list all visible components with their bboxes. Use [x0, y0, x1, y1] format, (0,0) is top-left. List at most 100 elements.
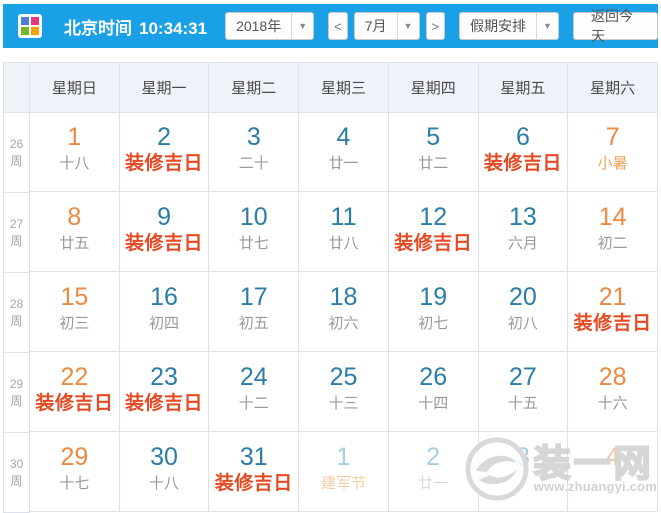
year-select[interactable]: 2018年 ▼	[225, 12, 315, 40]
day-number: 3	[246, 123, 261, 151]
day-lunar-label: 十七	[59, 475, 90, 492]
chevron-down-icon[interactable]: ▼	[396, 13, 419, 39]
weekday-header-wednesday: 星期三	[299, 63, 389, 113]
day-number: 1	[67, 123, 82, 151]
day-number: 28	[598, 363, 627, 391]
day-cell[interactable]: 17 初五	[209, 273, 300, 352]
day-lunar-label: 装修吉日	[214, 473, 293, 494]
day-number: 3	[515, 443, 530, 471]
day-cell[interactable]: 15 初三	[30, 273, 120, 352]
day-lunar-label: 二十	[238, 155, 269, 172]
day-number: 18	[329, 283, 358, 311]
day-cell[interactable]: 6 装修吉日	[478, 113, 569, 192]
day-number: 2	[157, 123, 172, 151]
back-to-today-button[interactable]: 返回今天	[573, 8, 658, 44]
day-number: 14	[598, 203, 627, 231]
day-cell[interactable]: 24 十二	[209, 353, 300, 432]
day-number: 11	[330, 203, 357, 231]
day-cell[interactable]: 18 初六	[299, 273, 389, 352]
day-lunar-label: 十六	[597, 395, 628, 412]
day-lunar-label: 装修吉日	[394, 233, 473, 254]
day-cell[interactable]: 4	[568, 433, 658, 512]
day-lunar-label: 装修吉日	[125, 153, 204, 174]
day-number: 23	[150, 363, 178, 391]
weekday-header-sunday: 星期日	[30, 63, 120, 113]
day-cell[interactable]: 12 装修吉日	[388, 193, 479, 272]
day-number: 27	[509, 363, 537, 391]
day-cell[interactable]: 22 装修吉日	[30, 353, 120, 432]
day-lunar-label: 初七	[418, 315, 449, 332]
week-number: 26 周	[4, 113, 30, 193]
month-select-value: 7月	[364, 18, 387, 34]
week-number: 27 周	[4, 193, 30, 273]
day-lunar-label: 建军节	[320, 475, 366, 492]
day-number: 10	[239, 203, 268, 231]
day-cell[interactable]: 1 十八	[30, 113, 120, 192]
day-number: 4	[605, 443, 620, 471]
top-bar: 北京时间 10:34:31 2018年 ▼ < 7月 ▼ > 假期安排 ▼ 返回今…	[3, 4, 658, 48]
day-number: 1	[336, 443, 351, 471]
day-number: 19	[419, 283, 448, 311]
day-cell[interactable]: 7 小暑	[568, 113, 658, 192]
day-cell[interactable]: 2 廿一	[388, 433, 479, 512]
day-cell[interactable]: 23 装修吉日	[119, 353, 210, 432]
day-cell[interactable]: 26 十四	[388, 353, 479, 432]
day-number: 31	[239, 443, 268, 471]
chevron-left-icon: <	[334, 18, 342, 34]
back-to-today-label: 返回今天	[591, 8, 634, 44]
day-lunar-label: 初二	[597, 235, 628, 252]
day-cell[interactable]: 2 装修吉日	[119, 113, 210, 192]
day-number: 9	[157, 203, 172, 231]
day-cell[interactable]: 10 廿七	[209, 193, 300, 272]
day-lunar-label: 小暑	[597, 155, 628, 172]
chevron-down-icon[interactable]: ▼	[291, 13, 313, 39]
day-cell[interactable]: 4 廿一	[299, 113, 389, 192]
day-cell[interactable]: 27 十五	[478, 353, 569, 432]
day-cell[interactable]: 25 十三	[299, 353, 389, 432]
day-cell[interactable]: 31 装修吉日	[209, 433, 300, 512]
day-lunar-label: 廿七	[238, 235, 269, 252]
day-number: 25	[329, 363, 358, 391]
chevron-down-icon[interactable]: ▼	[536, 13, 558, 39]
day-cell[interactable]: 19 初七	[388, 273, 479, 352]
clock-time: 10:34:31	[139, 18, 208, 38]
day-number: 2	[426, 443, 441, 471]
day-cell[interactable]: 1 建军节	[299, 433, 389, 512]
day-cell[interactable]: 16 初四	[119, 273, 210, 352]
day-lunar-label: 装修吉日	[483, 153, 562, 174]
day-cell[interactable]: 3	[478, 433, 569, 512]
day-cell[interactable]: 3 二十	[209, 113, 300, 192]
week-number: 29 周	[4, 353, 30, 433]
day-number: 4	[336, 123, 351, 151]
weekday-header-thursday: 星期四	[388, 63, 479, 113]
day-cell[interactable]: 11 廿八	[299, 193, 389, 272]
day-lunar-label: 十五	[507, 395, 538, 412]
day-cell[interactable]: 30 十八	[119, 433, 210, 512]
day-number: 24	[239, 363, 268, 391]
month-select[interactable]: 7月 ▼	[353, 12, 420, 40]
day-lunar-label: 初三	[59, 315, 90, 332]
holiday-schedule-select[interactable]: 假期安排 ▼	[459, 12, 560, 40]
day-cell[interactable]: 5 廿二	[388, 113, 479, 192]
day-number: 16	[150, 283, 178, 311]
day-cell[interactable]: 20 初八	[478, 273, 569, 352]
day-lunar-label: 装修吉日	[573, 313, 652, 334]
day-cell[interactable]: 29 十七	[30, 433, 120, 512]
prev-month-button[interactable]: <	[328, 12, 348, 40]
next-month-button[interactable]: >	[425, 12, 446, 40]
beijing-time-label: 北京时间 10:34:31	[64, 14, 207, 39]
day-lunar-label: 十八	[149, 475, 180, 492]
day-lunar-label: 十八	[59, 155, 90, 172]
day-number: 7	[605, 123, 620, 151]
day-cell[interactable]: 21 装修吉日	[568, 273, 658, 352]
day-number: 17	[239, 283, 268, 311]
day-cell[interactable]: 8 廿五	[30, 193, 120, 272]
day-cell[interactable]: 9 装修吉日	[119, 193, 210, 272]
day-cell[interactable]: 13 六月	[478, 193, 569, 272]
day-number: 13	[509, 203, 537, 231]
day-lunar-label: 初八	[507, 315, 538, 332]
day-lunar-label: 十二	[238, 395, 269, 412]
day-cell[interactable]: 14 初二	[568, 193, 658, 272]
day-cell[interactable]: 28 十六	[568, 353, 658, 432]
week-column-header	[4, 63, 30, 113]
